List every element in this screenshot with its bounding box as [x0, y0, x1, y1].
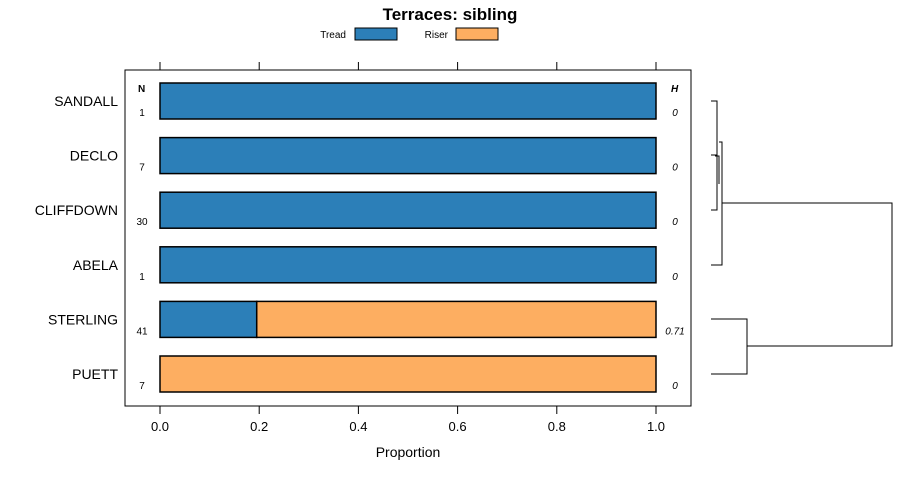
- bar-segment-riser: [255, 300, 657, 339]
- h-value: 0: [672, 381, 678, 392]
- chart-title: Terraces: sibling: [383, 5, 518, 24]
- bar-row: ABELA 1 0: [73, 246, 678, 284]
- bar-row: STERLING 41 0.71: [48, 300, 685, 339]
- legend-label-tread: Tread: [320, 30, 346, 41]
- h-value: 0: [672, 217, 678, 228]
- x-tick-label: 0.8: [548, 419, 566, 434]
- category-label: SANDALL: [54, 93, 118, 109]
- category-label: ABELA: [73, 257, 119, 273]
- n-column-header: N: [138, 84, 145, 95]
- category-label: CLIFFDOWN: [35, 202, 118, 218]
- bar-row: SANDALL 1 0: [54, 82, 678, 120]
- x-axis-title: Proportion: [376, 444, 441, 460]
- dendrogram-branch: [715, 155, 720, 184]
- bar-segment-tread: [159, 82, 657, 120]
- bar-row: DECLO 7 0: [70, 136, 678, 175]
- bar-row: CLIFFDOWN 30 0: [35, 191, 678, 229]
- x-tick-label: 1.0: [647, 419, 665, 434]
- dendrogram-branch: [722, 202, 893, 347]
- dendrogram-branch: [711, 318, 748, 375]
- category-label: PUETT: [72, 366, 118, 382]
- h-value: 0: [672, 272, 678, 283]
- legend-swatch-riser: [455, 27, 499, 41]
- x-axis: 0.0 0.2 0.4 0.6 0.8 1.0: [151, 406, 665, 434]
- bar-segment-tread: [159, 300, 258, 339]
- category-label: STERLING: [48, 311, 118, 327]
- n-value: 7: [139, 163, 145, 174]
- h-column-header: H: [671, 84, 679, 95]
- bar-segment-riser: [159, 355, 657, 393]
- h-value: 0: [672, 163, 678, 174]
- n-value: 7: [139, 381, 145, 392]
- plot-frame: [124, 69, 692, 407]
- x-tick-label: 0.0: [151, 419, 169, 434]
- category-label: DECLO: [70, 148, 118, 164]
- top-axis-ticks: [159, 62, 657, 70]
- dendrogram: [711, 100, 893, 375]
- h-value: 0.71: [665, 326, 684, 337]
- legend-label-riser: Riser: [425, 30, 449, 41]
- n-value: 30: [136, 217, 148, 228]
- x-tick-label: 0.6: [449, 419, 467, 434]
- bar-segment-tread: [159, 246, 657, 284]
- n-value: 1: [139, 108, 145, 119]
- x-tick-label: 0.2: [250, 419, 268, 434]
- bar-rows: SANDALL 1 0 DECLO 7 0 CLIFFDOWN 30 0 ABELA 1 0 STERL…: [35, 82, 685, 393]
- x-tick-label: 0.4: [349, 419, 367, 434]
- n-value: 41: [136, 326, 148, 337]
- legend: Tread Riser: [320, 27, 499, 41]
- h-value: 0: [672, 108, 678, 119]
- bar-row: PUETT 7 0: [72, 355, 678, 393]
- bar-segment-tread: [159, 136, 657, 175]
- n-value: 1: [139, 272, 145, 283]
- bar-segment-tread: [159, 191, 657, 229]
- legend-swatch-tread: [354, 27, 398, 41]
